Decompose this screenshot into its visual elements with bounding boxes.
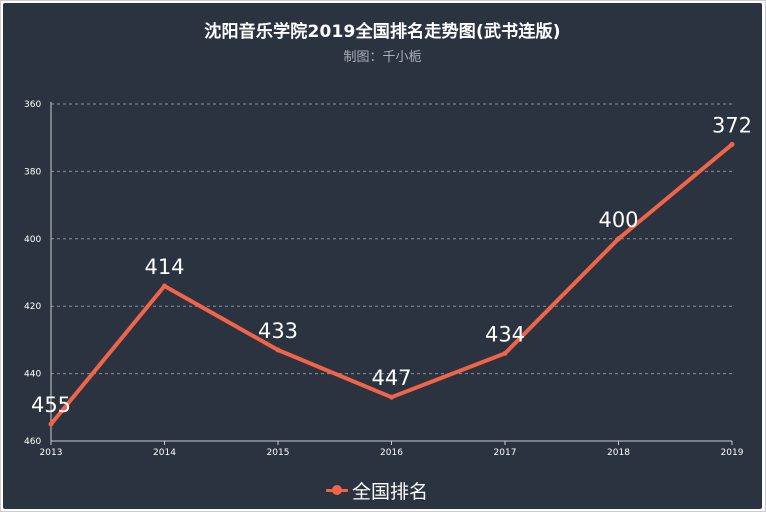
x-tick-label-2013: 2013 [40, 448, 63, 458]
x-tick-label-2019: 2019 [721, 448, 744, 458]
data-label-2017: 434 [485, 322, 525, 346]
data-label-2015: 433 [258, 319, 298, 343]
x-tick-label-2017: 2017 [494, 448, 517, 458]
data-point-2019 [729, 141, 735, 147]
legend-swatch-icon [326, 483, 348, 497]
x-tick-label-2015: 2015 [267, 448, 290, 458]
y-tick-label-460: 460 [24, 437, 41, 447]
data-point-2017 [502, 350, 508, 356]
data-label-2019: 372 [712, 113, 752, 137]
x-tick-label-2018: 2018 [607, 448, 630, 458]
legend-label: 全国排名 [352, 480, 429, 503]
data-point-2013 [48, 421, 54, 427]
x-tick-label-2014: 2014 [153, 448, 176, 458]
data-point-2014 [162, 283, 167, 289]
y-tick-label-360: 360 [24, 100, 41, 110]
data-point-2016 [389, 394, 394, 400]
y-tick-label-420: 420 [24, 302, 41, 312]
y-tick-label-400: 400 [24, 235, 41, 245]
chart-title: 沈阳音乐学院2019全国排名走势图(武书连版) [204, 22, 561, 42]
y-tick-label-380: 380 [24, 167, 41, 177]
y-tick-label-440: 440 [24, 370, 41, 380]
data-label-2018: 400 [598, 208, 638, 232]
data-label-2016: 447 [371, 366, 411, 390]
legend[interactable]: 全国排名 [326, 475, 428, 505]
x-tick-label-2016: 2016 [380, 448, 403, 458]
chart-panel: 沈阳音乐学院2019全国排名走势图(武书连版) 制图：千小栀 全国排名 [3, 3, 762, 509]
chart-subtitle: 制图：千小栀 [343, 50, 422, 65]
data-point-2018 [616, 236, 621, 242]
data-point-2015 [275, 347, 281, 353]
data-label-2013: 455 [31, 393, 71, 417]
data-label-2014: 414 [144, 255, 184, 279]
